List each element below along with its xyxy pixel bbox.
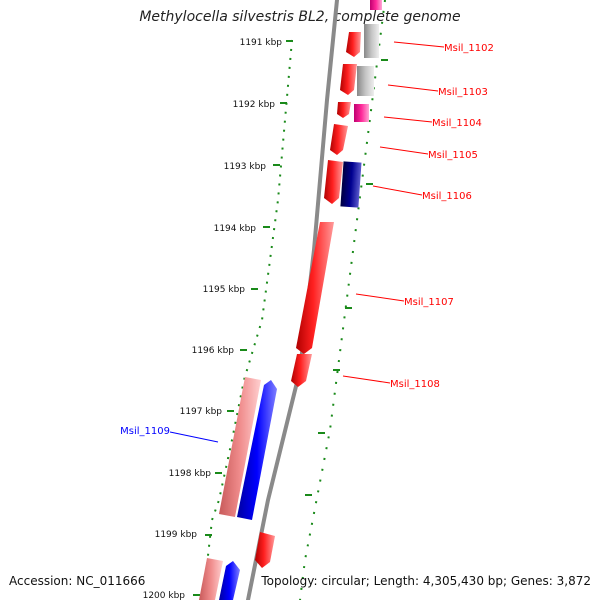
gene-label[interactable]: Msil_1109 — [120, 426, 170, 437]
accession-text: Accession: NC_011666 — [9, 574, 146, 588]
gene-msil-1107[interactable] — [296, 222, 334, 354]
topology-text: Topology: circular; Length: 4,305,430 bp… — [261, 574, 591, 588]
ruler-label: 1198 kbp — [169, 469, 212, 479]
label-leader — [393, 41, 445, 48]
ruler: 1191 kbp 1192 kbp 1193 kbp 1194 kbp 1195… — [143, 38, 293, 600]
gene-msil-1108[interactable] — [291, 354, 312, 387]
label-leader — [387, 84, 439, 92]
gene-pink-lower[interactable] — [199, 558, 223, 600]
gene-msil-1109-pink[interactable] — [219, 377, 261, 517]
ruler-label: 1192 kbp — [233, 100, 276, 110]
gene-msil-1106-navy[interactable] — [340, 161, 362, 208]
ruler-label: 1195 kbp — [203, 285, 246, 295]
label-leader — [383, 116, 433, 123]
genome-backbone — [246, 0, 339, 600]
gene-msil-1105[interactable] — [330, 124, 348, 155]
label-leader — [372, 185, 423, 196]
gene-grey-1102[interactable] — [364, 24, 379, 58]
label-leader — [342, 375, 391, 384]
ruler-label: 1196 kbp — [192, 346, 235, 356]
gene-msil-1106-red[interactable] — [324, 160, 343, 204]
label-leader — [379, 146, 429, 155]
label-leader — [169, 431, 219, 443]
gene-magenta-top[interactable] — [370, 0, 382, 10]
gene-blue-lower[interactable] — [219, 561, 240, 600]
genome-title: Methylocella silvestris BL2, complete ge… — [139, 9, 461, 25]
gene-label[interactable]: Msil_1107 — [404, 297, 454, 308]
gene-msil-1104-red[interactable] — [337, 102, 351, 118]
ruler-label: 1197 kbp — [180, 407, 223, 417]
gene-label[interactable]: Msil_1103 — [438, 87, 488, 98]
ruler-label: 1200 kbp — [143, 591, 186, 600]
gene-label[interactable]: Msil_1104 — [432, 118, 482, 129]
gene-label[interactable]: Msil_1102 — [444, 43, 494, 54]
gene-red-lower[interactable] — [255, 532, 275, 568]
gene-msil-1103[interactable] — [340, 64, 357, 95]
strand-guide-right — [299, 0, 386, 600]
gene-label[interactable]: Msil_1105 — [428, 150, 478, 161]
gene-label[interactable]: Msil_1106 — [422, 191, 472, 202]
gene-msil-1104-magenta[interactable] — [354, 104, 369, 122]
ruler-label: 1193 kbp — [224, 162, 267, 172]
ruler-label: 1199 kbp — [155, 530, 198, 540]
ruler-label: 1191 kbp — [240, 38, 283, 48]
gene-grey-1103[interactable] — [357, 66, 374, 96]
gene-msil-1102[interactable] — [346, 32, 361, 57]
gene-label[interactable]: Msil_1108 — [390, 379, 440, 390]
ruler-label: 1194 kbp — [214, 224, 257, 234]
ruler-line — [202, 39, 293, 600]
label-leader — [355, 293, 405, 302]
gene-msil-1109-blue[interactable] — [237, 380, 277, 520]
